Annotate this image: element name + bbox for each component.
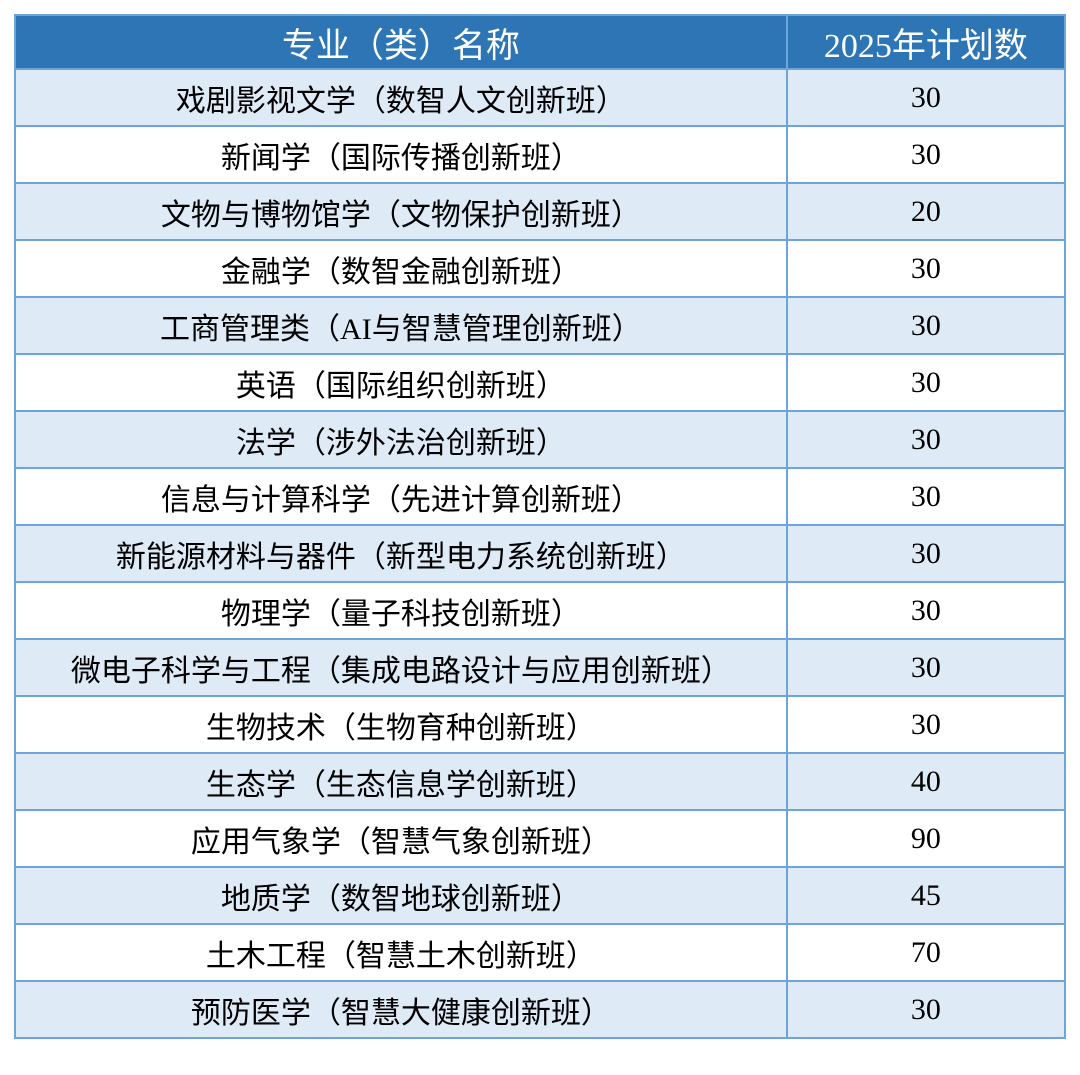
plan-count-cell: 30	[785, 638, 1067, 697]
table-row: 工商管理类（AI与智慧管理创新班） 30	[14, 296, 1067, 355]
table-row: 生态学（生态信息学创新班） 40	[14, 752, 1067, 811]
major-name-cell: 信息与计算科学（先进计算创新班）	[14, 467, 788, 526]
table-row: 生物技术（生物育种创新班） 30	[14, 695, 1067, 754]
major-name-cell: 新闻学（国际传播创新班）	[14, 125, 788, 184]
major-name-cell: 应用气象学（智慧气象创新班）	[14, 809, 788, 868]
table-row: 金融学（数智金融创新班） 30	[14, 239, 1067, 298]
plan-count-cell: 30	[785, 353, 1067, 412]
table-row: 预防医学（智慧大健康创新班） 30	[14, 980, 1067, 1039]
table-header: 专业（类）名称 2025年计划数	[14, 14, 1067, 70]
plan-count-cell: 30	[785, 68, 1067, 127]
plan-count-cell: 90	[785, 809, 1067, 868]
plan-count-cell: 45	[785, 866, 1067, 925]
table-row: 信息与计算科学（先进计算创新班） 30	[14, 467, 1067, 526]
plan-count-cell: 30	[785, 467, 1067, 526]
header-row: 专业（类）名称 2025年计划数	[14, 14, 1067, 70]
major-name-cell: 微电子科学与工程（集成电路设计与应用创新班）	[14, 638, 788, 697]
plan-count-cell: 30	[785, 524, 1067, 583]
major-name-cell: 物理学（量子科技创新班）	[14, 581, 788, 640]
plan-count-cell: 30	[785, 125, 1067, 184]
table-row: 法学（涉外法治创新班） 30	[14, 410, 1067, 469]
table-row: 物理学（量子科技创新班） 30	[14, 581, 1067, 640]
header-plan-count: 2025年计划数	[785, 14, 1067, 70]
major-name-cell: 工商管理类（AI与智慧管理创新班）	[14, 296, 788, 355]
plan-count-cell: 30	[785, 410, 1067, 469]
plan-count-cell: 30	[785, 695, 1067, 754]
plan-count-cell: 70	[785, 923, 1067, 982]
major-name-cell: 文物与博物馆学（文物保护创新班）	[14, 182, 788, 241]
major-name-cell: 预防医学（智慧大健康创新班）	[14, 980, 788, 1039]
table-row: 新闻学（国际传播创新班） 30	[14, 125, 1067, 184]
plan-count-cell: 30	[785, 980, 1067, 1039]
table-body: 戏剧影视文学（数智人文创新班） 30 新闻学（国际传播创新班） 30 文物与博物…	[14, 68, 1067, 1039]
header-major-name: 专业（类）名称	[14, 14, 788, 70]
table-row: 应用气象学（智慧气象创新班） 90	[14, 809, 1067, 868]
major-name-cell: 戏剧影视文学（数智人文创新班）	[14, 68, 788, 127]
table-row: 戏剧影视文学（数智人文创新班） 30	[14, 68, 1067, 127]
table-row: 文物与博物馆学（文物保护创新班） 20	[14, 182, 1067, 241]
major-name-cell: 生态学（生态信息学创新班）	[14, 752, 788, 811]
table-row: 新能源材料与器件（新型电力系统创新班） 30	[14, 524, 1067, 583]
major-name-cell: 新能源材料与器件（新型电力系统创新班）	[14, 524, 788, 583]
table-row: 土木工程（智慧土木创新班） 70	[14, 923, 1067, 982]
major-name-cell: 土木工程（智慧土木创新班）	[14, 923, 788, 982]
major-name-cell: 金融学（数智金融创新班）	[14, 239, 788, 298]
major-name-cell: 英语（国际组织创新班）	[14, 353, 788, 412]
plan-count-cell: 40	[785, 752, 1067, 811]
table-row: 地质学（数智地球创新班） 45	[14, 866, 1067, 925]
table-row: 英语（国际组织创新班） 30	[14, 353, 1067, 412]
major-name-cell: 地质学（数智地球创新班）	[14, 866, 788, 925]
plan-count-cell: 30	[785, 239, 1067, 298]
major-name-cell: 法学（涉外法治创新班）	[14, 410, 788, 469]
plan-count-cell: 30	[785, 296, 1067, 355]
table-row: 微电子科学与工程（集成电路设计与应用创新班） 30	[14, 638, 1067, 697]
plan-count-cell: 20	[785, 182, 1067, 241]
plan-count-cell: 30	[785, 581, 1067, 640]
admission-plan-table: 专业（类）名称 2025年计划数 戏剧影视文学（数智人文创新班） 30 新闻学（…	[14, 14, 1067, 1039]
major-name-cell: 生物技术（生物育种创新班）	[14, 695, 788, 754]
